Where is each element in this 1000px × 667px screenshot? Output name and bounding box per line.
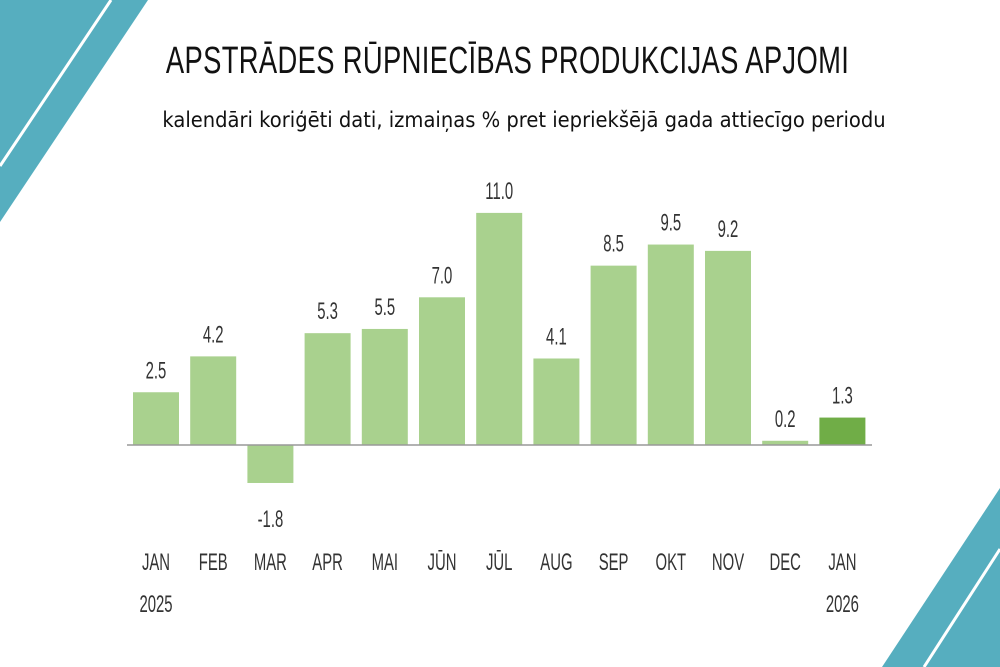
data-label-5: 7.0 [432,263,453,289]
bar-1 [190,356,237,445]
bar-4 [361,328,408,445]
x-tick-label-12: JAN [828,550,856,576]
top-left-white-line [0,0,113,167]
bar-8 [590,265,637,445]
x-tick-label-10: NOV [712,550,745,576]
data-label-3: 5.3 [317,299,338,325]
x-tick-label-9: OKT [656,550,687,576]
bar-0 [133,392,179,445]
x-tick-label-11: DEC [769,550,800,576]
top-left-teal-stripe [0,0,148,222]
data-label-4: 5.5 [374,295,395,321]
x-tick-label-3: APR [312,550,343,576]
bar-3 [304,333,351,445]
data-label-7: 4.1 [546,324,567,350]
bar-10 [705,250,751,445]
x-year-label-12: 2026 [826,592,859,618]
bar-12 [819,417,866,445]
x-year-label-0: 2025 [139,592,172,618]
x-tick-label-2: MAR [254,550,287,576]
bottom-right-teal-stripe [882,488,1000,667]
bar-7 [533,358,580,445]
data-label-10: 9.2 [718,216,739,242]
x-tick-label-7: AUG [540,550,572,576]
data-label-9: 9.5 [660,210,681,236]
bar-6 [476,212,523,445]
x-tick-label-0: JAN [142,550,170,576]
data-label-2: -1.8 [258,507,284,533]
bar-2 [247,445,294,483]
data-label-11: 0.2 [775,406,796,432]
x-tick-label-1: FEB [199,550,228,576]
chart-subtitle: kalendāri koriģēti dati, izmaiņas % pret… [162,108,886,132]
chart-title: APSTRĀDES RŪPNIECĪBAS PRODUKCIJAS APJOMI [165,40,850,82]
bar-11 [762,440,809,445]
x-tick-label-6: JŪL [486,548,512,576]
bottom-right-white-line [922,548,1000,667]
x-tick-label-5: JŪN [428,548,457,576]
data-label-6: 11.0 [485,178,513,204]
data-label-0: 2.5 [146,358,167,384]
x-tick-label-4: MAI [372,550,398,576]
data-label-12: 1.3 [832,383,853,409]
data-label-8: 8.5 [603,231,624,257]
bar-5 [419,297,465,445]
data-label-1: 4.2 [203,322,224,348]
x-tick-label-8: SEP [599,550,629,576]
bar-9 [647,244,694,445]
